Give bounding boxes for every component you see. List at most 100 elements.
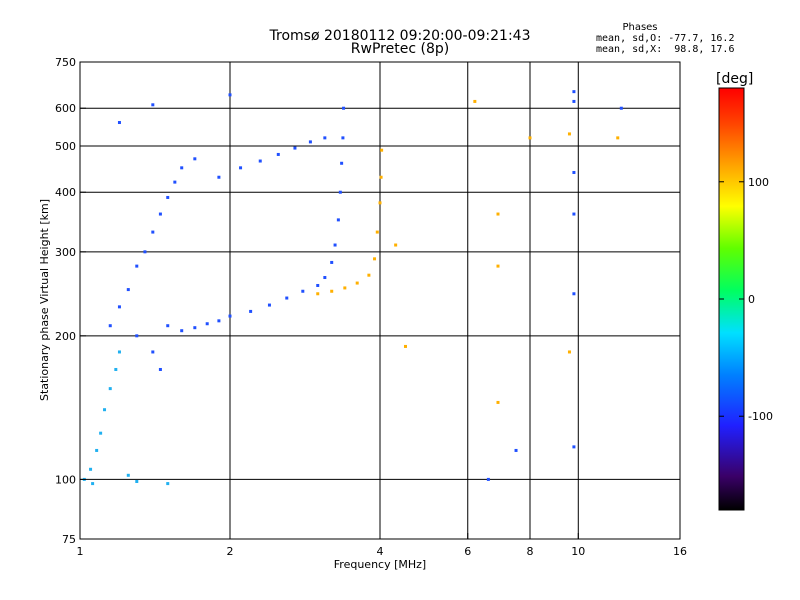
data-point: [373, 257, 377, 261]
data-point: [193, 326, 197, 330]
data-point: [486, 477, 490, 481]
data-point: [330, 260, 334, 264]
colorbar-tick-label: 0: [748, 293, 755, 306]
data-point: [117, 305, 121, 309]
data-point: [572, 445, 576, 449]
data-point: [173, 180, 177, 184]
y-tick-label: 400: [55, 186, 76, 199]
data-points: [82, 90, 623, 486]
data-point: [89, 467, 93, 471]
x-tick-label: 10: [571, 545, 585, 558]
chart-subtitle: RwPretec (8p): [350, 41, 450, 57]
colorbar-tick-label: 100: [748, 176, 769, 189]
data-point: [340, 161, 344, 165]
data-point: [496, 400, 500, 404]
data-point: [619, 106, 623, 110]
data-point: [193, 157, 197, 161]
data-point: [403, 344, 407, 348]
data-point: [180, 166, 184, 170]
data-point: [228, 314, 232, 318]
data-point: [151, 230, 155, 234]
y-tick-label: 75: [62, 533, 76, 546]
data-point: [151, 103, 155, 107]
data-point: [91, 482, 95, 486]
data-point: [616, 136, 620, 140]
x-tick-label: 1: [77, 545, 84, 558]
data-point: [375, 230, 379, 234]
data-point: [151, 350, 155, 354]
data-point: [301, 289, 305, 293]
data-point: [336, 218, 340, 222]
y-tick-label: 200: [55, 330, 76, 343]
data-point: [99, 431, 103, 435]
data-point: [355, 281, 359, 285]
data-point: [114, 367, 118, 371]
data-point: [143, 250, 147, 254]
data-point: [572, 170, 576, 174]
data-point: [108, 387, 112, 391]
data-point: [572, 292, 576, 296]
x-tick-label: 6: [464, 545, 471, 558]
data-point: [117, 121, 121, 125]
grid: [80, 62, 680, 539]
data-point: [135, 334, 139, 338]
data-point: [323, 276, 327, 280]
data-point: [496, 212, 500, 216]
data-point: [308, 140, 312, 144]
data-point: [126, 288, 130, 292]
legend-title: Phases: [622, 22, 658, 33]
chart-title: Tromsø 20180112 09:20:00-09:21:43: [269, 28, 531, 44]
data-point: [572, 212, 576, 216]
data-point: [496, 264, 500, 268]
legend-x-stats: mean, sd,X: 98.8, 17.6: [596, 44, 735, 55]
data-point: [249, 309, 253, 313]
data-point: [342, 106, 346, 110]
colorbar-ticks: 100 0 -100: [719, 176, 773, 423]
data-point: [103, 408, 107, 412]
data-point: [567, 350, 571, 354]
y-tick-label: 300: [55, 246, 76, 259]
data-point: [514, 448, 518, 452]
axis-ticks: 1 2 4 6 8 10 16 75 100 200 300 400 500 600 750: [55, 56, 687, 558]
data-point: [473, 99, 477, 103]
data-point: [338, 190, 342, 194]
data-point: [258, 159, 262, 163]
data-point: [166, 324, 170, 328]
x-tick-label: 8: [527, 545, 534, 558]
data-point: [285, 296, 289, 300]
data-point: [380, 148, 384, 152]
y-tick-label: 100: [55, 473, 76, 486]
data-point: [367, 273, 371, 277]
data-point: [108, 324, 112, 328]
data-point: [217, 175, 221, 179]
data-point: [379, 175, 383, 179]
data-point: [217, 319, 221, 323]
data-point: [267, 303, 271, 307]
x-tick-label: 16: [673, 545, 687, 558]
y-tick-label: 600: [55, 102, 76, 115]
data-point: [135, 479, 139, 483]
data-point: [166, 195, 170, 199]
data-point: [95, 448, 99, 452]
data-point: [276, 152, 280, 156]
legend-o-stats: mean, sd,O: -77.7, 16.2: [596, 33, 735, 44]
data-point: [126, 473, 130, 477]
data-point: [528, 136, 532, 140]
data-point: [343, 286, 347, 290]
data-point: [333, 243, 337, 247]
data-point: [378, 201, 382, 205]
data-point: [239, 166, 243, 170]
x-axis-label: Frequency [MHz]: [334, 558, 426, 571]
data-point: [572, 99, 576, 103]
data-point: [158, 212, 162, 216]
data-point: [293, 146, 297, 150]
y-tick-label: 750: [55, 56, 76, 69]
x-tick-label: 2: [227, 545, 234, 558]
data-point: [117, 350, 121, 354]
data-point: [567, 132, 571, 136]
data-point: [316, 292, 320, 296]
data-point: [341, 136, 345, 140]
data-point: [572, 90, 576, 94]
data-point: [316, 283, 320, 287]
